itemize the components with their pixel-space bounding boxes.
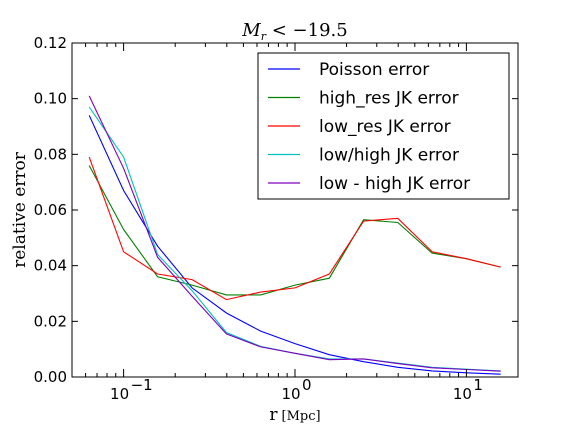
chart-title-text: < −19.5 [272, 20, 348, 41]
series-line-5 [88, 95, 501, 372]
series-line-1 [88, 115, 501, 375]
y-tick-label: 0.02 [34, 312, 67, 330]
y-tick-label: 0.08 [34, 145, 67, 163]
plot-lines [88, 95, 501, 375]
legend-label-2: high_res JK error [319, 89, 459, 109]
y-tick-label: 0.00 [34, 368, 67, 386]
x-tick-exponent: 0 [302, 376, 312, 394]
x-tick-label: 10 [110, 385, 129, 403]
y-tick-label: 0.06 [34, 201, 67, 219]
legend-label-1: Poisson error [319, 60, 429, 80]
y-axis-label: relative error [10, 151, 30, 268]
x-tick-label: 10 [453, 385, 472, 403]
series-line-2 [88, 165, 501, 296]
x-tick-exponent: 1 [473, 376, 483, 394]
y-tick-label: 0.10 [34, 90, 67, 108]
y-tick-label: 0.12 [34, 34, 67, 52]
legend-label-4: low/high JK error [319, 146, 459, 166]
x-axis-label: r [Mpc] [269, 405, 320, 425]
legend-label-5: low - high JK error [319, 174, 470, 194]
legend-label-3: low_res JK error [319, 117, 451, 137]
axis-ticks [71, 42, 519, 378]
y-tick-label: 0.04 [34, 257, 67, 275]
x-tick-label: 10 [281, 385, 300, 403]
chart-title: Mr < −19.5 [241, 20, 347, 43]
series-line-3 [88, 156, 501, 301]
x-tick-exponent: −1 [131, 376, 153, 394]
legend: Poisson error high_res JK error low_res JK… [257, 52, 510, 200]
